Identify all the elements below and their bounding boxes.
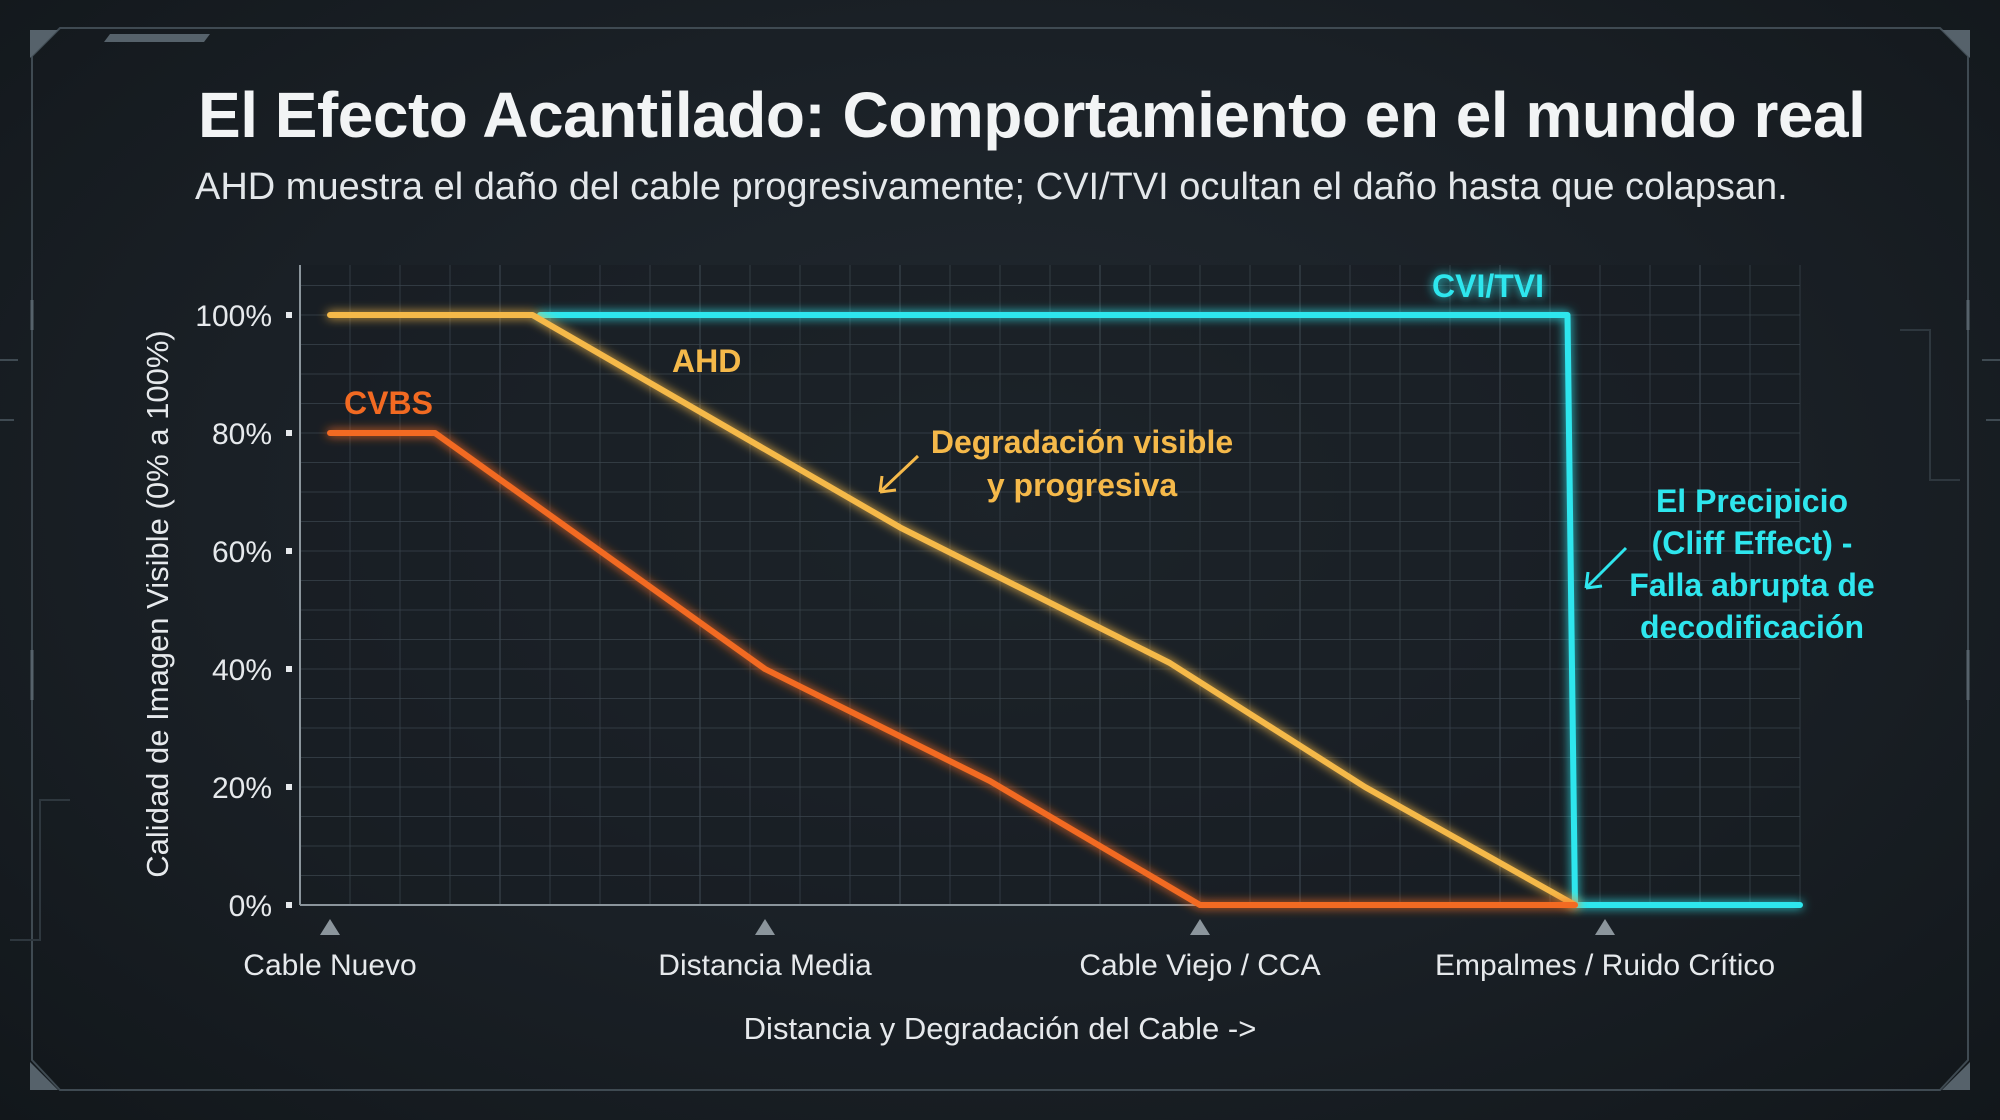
- annotation-cliff-line-4: decodificación: [1640, 609, 1864, 645]
- y-tick-label: 60%: [212, 536, 272, 569]
- annotation-cliff-arrow: [1584, 546, 1628, 590]
- y-tick-label: 80%: [212, 418, 272, 451]
- y-axis-label: Calidad de Imagen Visible (0% a 100%): [140, 330, 175, 877]
- y-tick-label: 40%: [212, 654, 272, 687]
- x-tick-mark: [755, 919, 775, 935]
- legend-label-ahd: AHD: [672, 343, 741, 379]
- series-line-ahd: [327, 312, 1578, 908]
- y-tick-label: 20%: [212, 772, 272, 805]
- y-tick-label: 100%: [195, 300, 272, 333]
- annotation-cliff-line-2: (Cliff Effect) -: [1652, 525, 1853, 561]
- series-line-cvi-tvi: [537, 312, 1803, 908]
- y-tick-mark: [286, 666, 292, 672]
- annotation-cliff-line-1: El Precipicio: [1656, 483, 1848, 519]
- chart-title: El Efecto Acantilado: Comportamiento en …: [198, 79, 1866, 151]
- x-tick-mark: [1190, 919, 1210, 935]
- annotation-cliff-line-3: Falla abrupta de: [1629, 567, 1874, 603]
- y-tick-mark: [286, 548, 292, 554]
- y-tick-mark: [286, 430, 292, 436]
- legend-label-cvbs: CVBS: [344, 385, 433, 421]
- x-tick-label: Empalmes / Ruido Crítico: [1435, 949, 1775, 982]
- x-tick-mark: [320, 919, 340, 935]
- y-tick-mark: [286, 784, 292, 790]
- x-tick-label: Distancia Media: [658, 949, 872, 982]
- y-tick-mark: [286, 902, 292, 908]
- annotation-ahd-line-1: Degradación visible: [931, 424, 1233, 460]
- x-tick-label: Cable Nuevo: [243, 949, 416, 982]
- y-axis-ticks: 0% 20% 40% 60% 80% 100%: [195, 300, 292, 923]
- series-lines: [327, 312, 1803, 908]
- x-tick-label: Cable Viejo / CCA: [1079, 949, 1320, 982]
- annotation-cliff: El Precipicio (Cliff Effect) - Falla abr…: [1584, 483, 1875, 645]
- series-line-cvbs: [327, 430, 1578, 908]
- annotation-ahd-line-2: y progresiva: [987, 467, 1178, 503]
- x-axis-label: Distancia y Degradación del Cable ->: [744, 1011, 1257, 1046]
- annotation-ahd-arrow: [878, 454, 920, 494]
- x-axis-ticks: Cable Nuevo Distancia Media Cable Viejo / …: [243, 919, 1775, 982]
- grid-lines: [299, 265, 1801, 906]
- annotation-ahd: Degradación visible y progresiva: [878, 424, 1233, 503]
- chart-subtitle: AHD muestra el daño del cable progresiva…: [195, 166, 1788, 208]
- y-tick-label: 0%: [229, 890, 272, 923]
- y-tick-mark: [286, 312, 292, 318]
- legend-label-cvi-tvi: CVI/TVI: [1432, 268, 1544, 304]
- x-tick-mark: [1595, 919, 1615, 935]
